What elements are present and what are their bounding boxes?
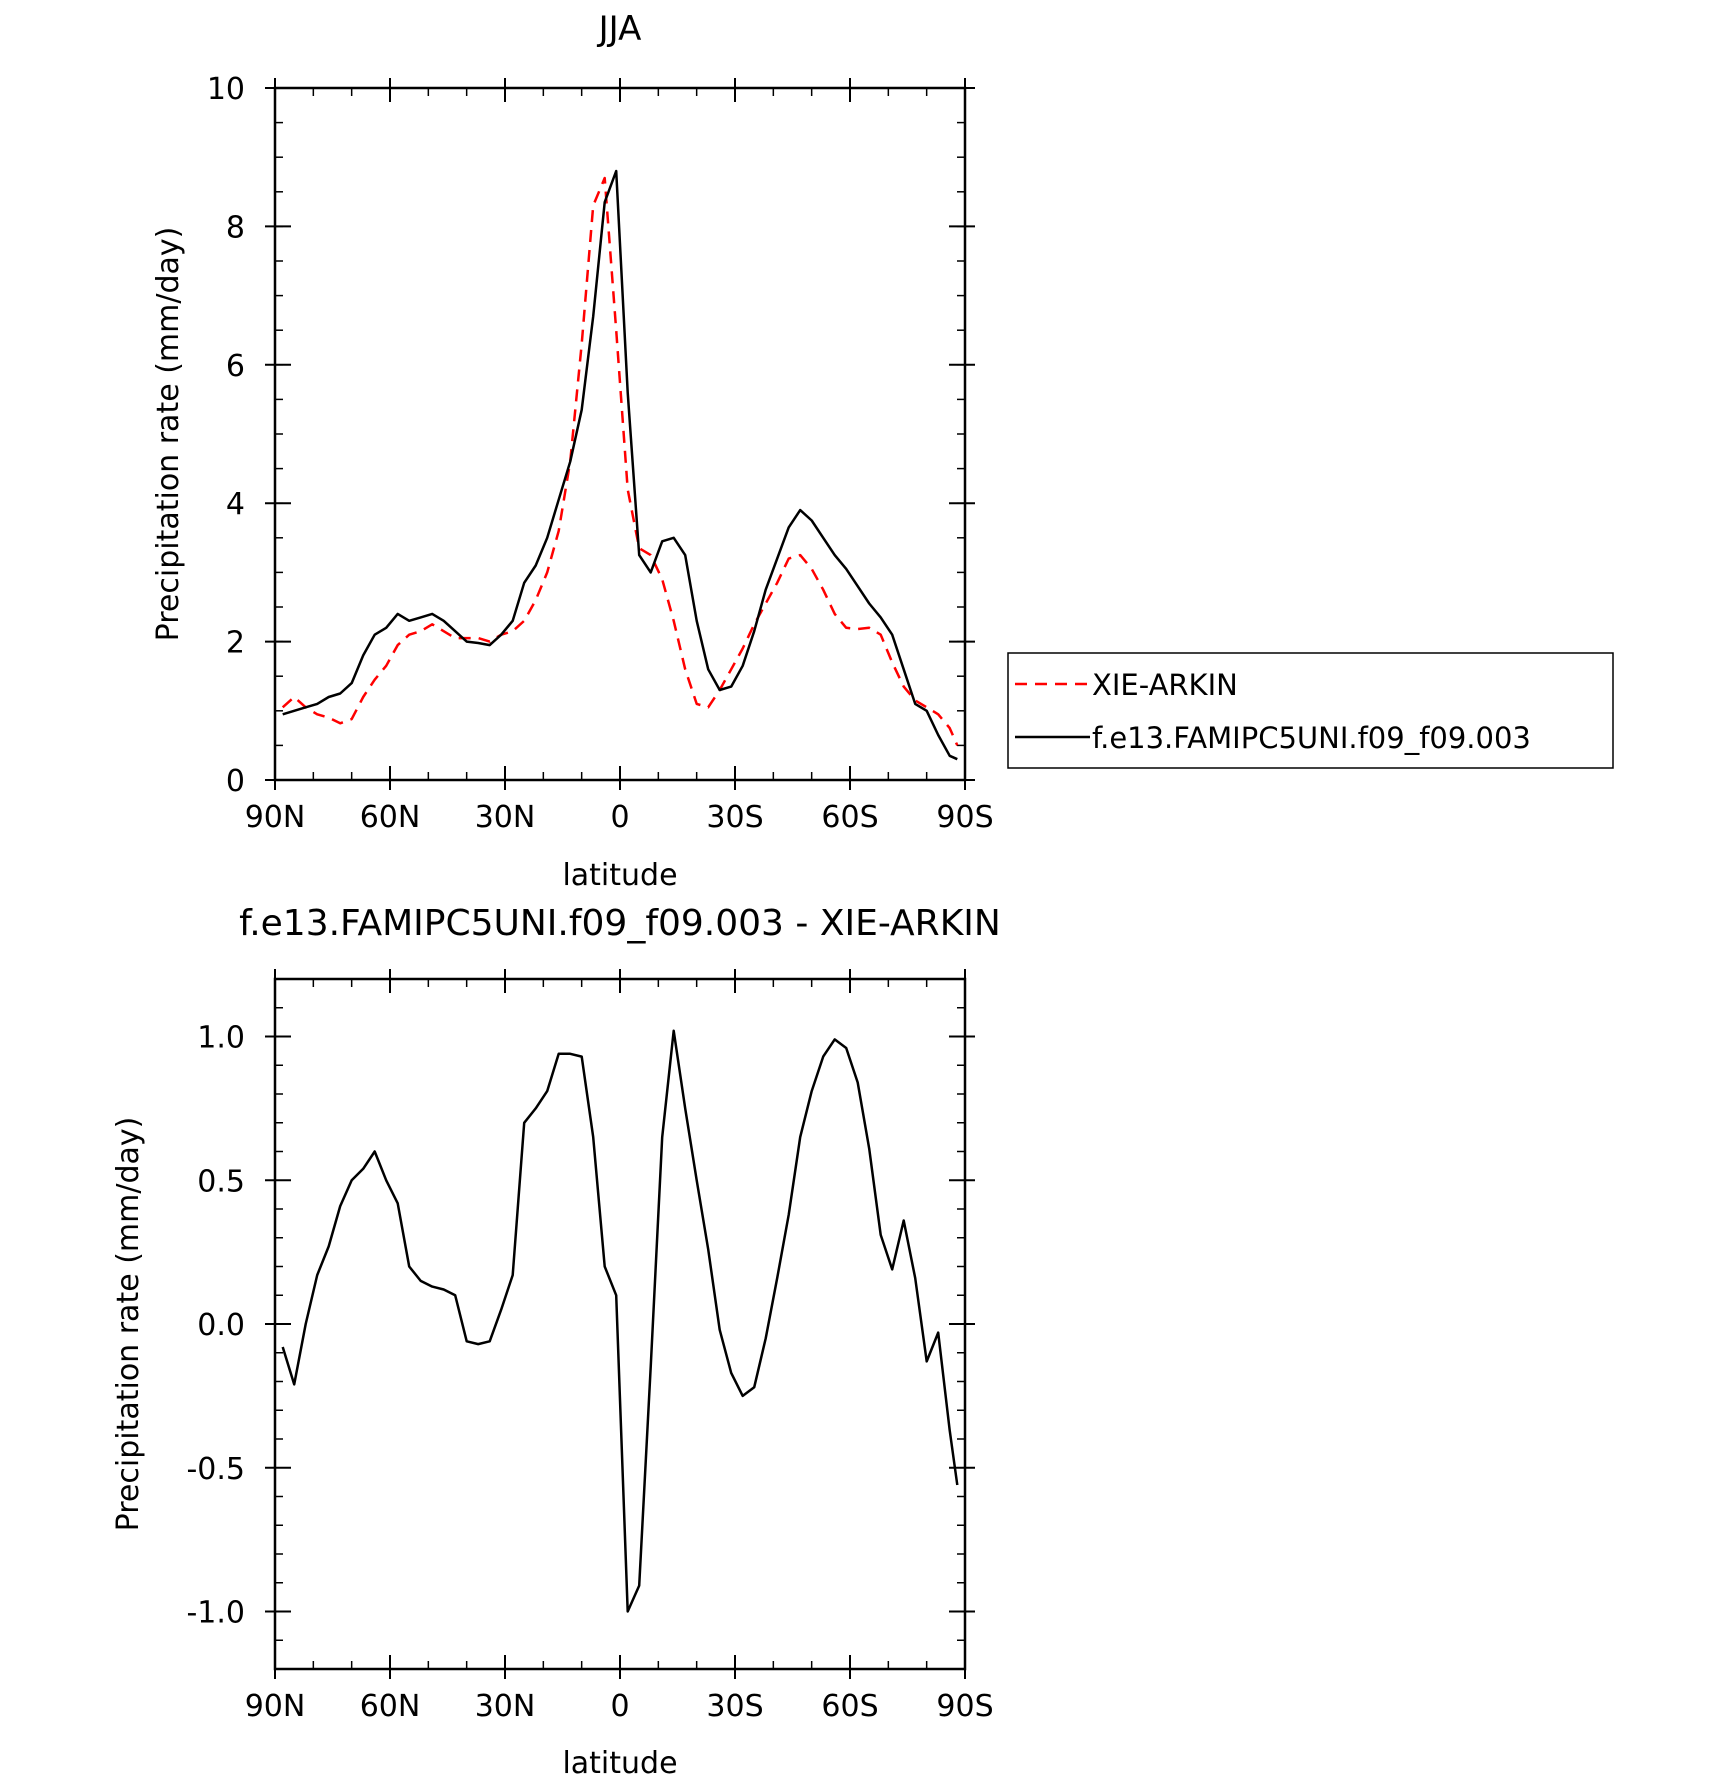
- x-tick-label: 90N: [245, 1689, 306, 1724]
- series-line-0: [281, 176, 959, 746]
- legend-label-xie-arkin: XIE-ARKIN: [1092, 668, 1238, 702]
- x-tick-label: 0: [610, 800, 629, 835]
- y-tick-label: 0: [226, 764, 245, 799]
- x-tick-label: 90N: [245, 800, 306, 835]
- y-tick-label: 10: [207, 72, 245, 107]
- plot-frame: [273, 977, 967, 1671]
- x-axis-label: latitude: [562, 1746, 677, 1777]
- x-tick-label: 90S: [936, 800, 993, 835]
- y-tick-label: -0.5: [186, 1452, 245, 1487]
- series-line-0: [281, 1029, 959, 1613]
- x-tick-label: 60S: [821, 800, 878, 835]
- x-tick-label: 30S: [706, 800, 763, 835]
- plot-frame: [273, 86, 967, 782]
- x-tick-label: 90S: [936, 1689, 993, 1724]
- y-tick-label: 0.5: [197, 1164, 245, 1199]
- y-tick-label: 4: [226, 487, 245, 522]
- chart-title: JJA: [597, 9, 642, 49]
- y-tick-label: 1.0: [197, 1021, 245, 1056]
- x-tick-label: 60N: [360, 1689, 421, 1724]
- x-tick-label: 60S: [821, 1689, 878, 1724]
- y-axis-label: Precipitation rate (mm/day): [151, 227, 186, 642]
- x-tick-label: 60N: [360, 800, 421, 835]
- x-axis-label: latitude: [562, 858, 677, 893]
- bottom-panel: f.e13.FAMIPC5UNI.f09_f09.003 - XIE-ARKIN…: [111, 903, 1001, 1777]
- y-tick-label: 0.0: [197, 1308, 245, 1343]
- y-tick-label: 6: [226, 349, 245, 384]
- legend: XIE-ARKIN f.e13.FAMIPC5UNI.f09_f09.003: [1007, 652, 1614, 769]
- legend-box: [1007, 652, 1614, 769]
- x-tick-label: 30N: [475, 1689, 536, 1724]
- x-tick-label: 0: [610, 1689, 629, 1724]
- x-tick-label: 30N: [475, 800, 536, 835]
- legend-label-model: f.e13.FAMIPC5UNI.f09_f09.003: [1092, 721, 1531, 755]
- y-tick-label: 2: [226, 626, 245, 661]
- y-axis-label: Precipitation rate (mm/day): [111, 1117, 146, 1532]
- chart-title: f.e13.FAMIPC5UNI.f09_f09.003 - XIE-ARKIN: [239, 903, 1001, 944]
- y-tick-label: 8: [226, 210, 245, 245]
- series-line-1: [282, 169, 958, 761]
- y-tick-label: -1.0: [186, 1596, 245, 1631]
- x-tick-label: 30S: [706, 1689, 763, 1724]
